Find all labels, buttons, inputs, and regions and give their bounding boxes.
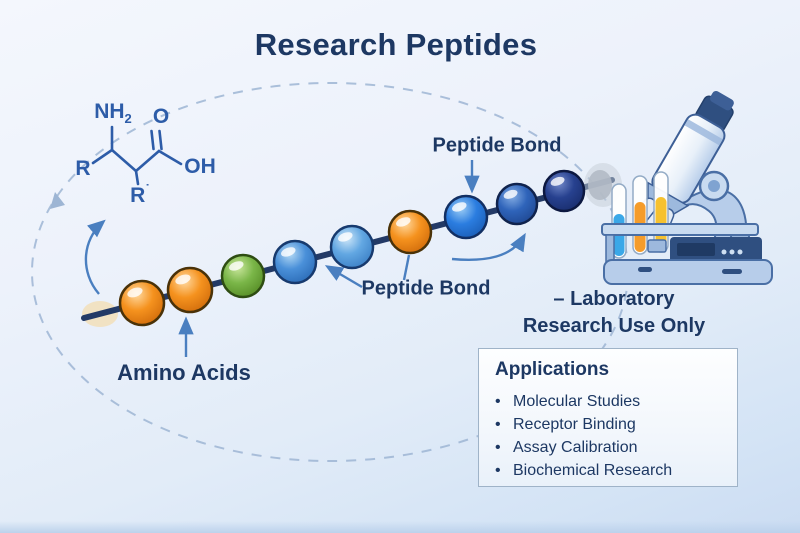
- usage-note: – Laboratory Research Use Only: [523, 286, 705, 340]
- application-item: • Biochemical Research: [495, 459, 721, 482]
- application-item-label: Biochemical Research: [513, 462, 673, 479]
- peptide-bond-left-arrow: [324, 265, 363, 289]
- bullet-dot: •: [495, 416, 501, 433]
- bond-c-ca: [110, 148, 138, 173]
- applications-box: Applications • Molecular Studies • Receptor…: [478, 348, 738, 487]
- usage-line-1: – Laboratory: [553, 288, 675, 310]
- dashed-arrowhead-icon: [50, 192, 65, 209]
- amino-acid-structure: [91, 125, 183, 186]
- chain-right-blob: [588, 170, 612, 200]
- peptide-bond-right-arrow: [451, 232, 526, 261]
- microscope-stage: [601, 223, 759, 236]
- application-item-label: Receptor Binding: [513, 416, 636, 433]
- application-item: • Receptor Binding: [495, 413, 721, 436]
- double-bond-1: [150, 129, 155, 151]
- chem-label-oh: OH: [184, 155, 216, 178]
- bullet-dot: •: [495, 439, 501, 456]
- bond-ca-c: [134, 149, 161, 173]
- chem-label-o: O: [152, 105, 170, 128]
- page-title: Research Peptides: [254, 27, 538, 62]
- double-bond-2: [158, 129, 163, 151]
- application-item-label: Molecular Studies: [513, 393, 641, 410]
- stage-clip: [647, 239, 667, 253]
- bead-label-connector: [402, 254, 411, 281]
- amino-acid-bead: [166, 266, 214, 314]
- bond-c-r: [91, 148, 114, 165]
- bullet-dot: •: [495, 462, 501, 479]
- chem-label-r-prime: R˙: [130, 181, 150, 207]
- application-item-label: Assay Calibration: [513, 439, 638, 456]
- application-item: • Molecular Studies: [495, 390, 721, 413]
- focus-knob-center: [708, 180, 720, 192]
- amino-acid-bead: [220, 253, 266, 299]
- amino-acid-bead: [387, 209, 433, 255]
- amino-acid-beads: [118, 169, 586, 327]
- microscope-icon: [601, 90, 773, 285]
- amino-acids-label: Amino Acids: [117, 360, 251, 385]
- peptide-bond-label-top: Peptide Bond: [432, 134, 562, 157]
- amino-acid-bead: [542, 169, 586, 213]
- microscope-base: [603, 259, 773, 285]
- bullet-dot: •: [495, 393, 501, 410]
- applications-heading: Applications: [495, 359, 610, 380]
- chem-label-nh2: NH2: [94, 99, 132, 127]
- usage-line-2: Research Use Only: [522, 315, 706, 337]
- application-item: • Assay Calibration: [495, 436, 721, 459]
- amino-acid-bead: [272, 239, 318, 285]
- amino-acid-bead: [329, 224, 375, 270]
- amino-acid-bead: [443, 194, 489, 240]
- bond-ca-rp: [134, 169, 140, 186]
- amino-acid-bead: [118, 279, 166, 327]
- peptide-bond-label-bottom: Peptide Bond: [361, 277, 491, 300]
- bond-c-oh: [157, 149, 183, 166]
- annotation-arrows: [178, 160, 526, 357]
- bead-to-structure-arrow: [84, 219, 106, 295]
- substage-panel: [677, 243, 715, 256]
- chem-label-r: R: [75, 157, 91, 180]
- rack-post: [605, 234, 615, 264]
- applications-list: • Molecular Studies • Receptor Binding • Assa…: [495, 390, 721, 482]
- amino-acid-bead: [495, 182, 539, 226]
